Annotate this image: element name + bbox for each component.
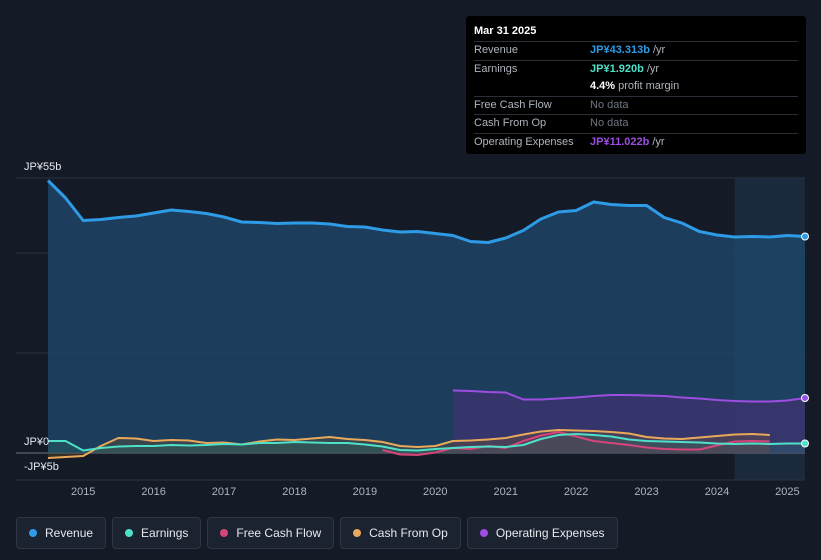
tooltip-row-profit-margin: 4.4% profit margin <box>474 78 798 96</box>
operating-expenses-dot-icon <box>479 529 488 537</box>
cash-from-op-area <box>48 430 770 458</box>
cash-from-op-line[interactable] <box>47 429 770 459</box>
tooltip-value: JP¥1.920b <box>590 62 644 75</box>
tooltip-unit: /yr <box>652 135 665 148</box>
tooltip-row-earnings: Earnings JP¥1.920b /yr <box>474 59 798 79</box>
tooltip-unit: profit margin <box>618 80 680 92</box>
x-tick-label: 2015 <box>71 486 95 498</box>
x-tick-label: 2017 <box>212 486 236 498</box>
x-tick-label: 2023 <box>634 486 658 498</box>
free-cash-flow-line[interactable] <box>382 431 770 456</box>
x-tick-label: 2025 <box>775 486 799 498</box>
series-areas <box>48 180 805 458</box>
x-axis-ticks: 2015 2016 2017 2018 2019 2020 2021 2022 2023 2024… <box>71 486 800 498</box>
legend-label: Revenue <box>45 526 94 540</box>
legend-label: Operating Expenses <box>495 526 605 540</box>
legend-item-free-cash-flow[interactable]: Free Cash Flow <box>207 517 335 549</box>
legend-item-operating-expenses[interactable]: Operating Expenses <box>466 517 618 549</box>
series-lines <box>46 179 806 459</box>
tooltip-row-operating-expenses: Operating Expenses JP¥11.022b /yr <box>474 132 798 152</box>
operating-expenses-line[interactable] <box>452 389 806 403</box>
legend-label: Earnings <box>141 526 189 540</box>
tooltip-value: No data <box>590 98 629 111</box>
tooltip-unit: /yr <box>652 44 666 56</box>
tooltip-label: Earnings <box>474 62 518 75</box>
series-endpoints <box>801 232 809 448</box>
tooltip-label: Cash From Op <box>474 117 547 129</box>
x-tick-label: 2021 <box>493 486 517 498</box>
tooltip-label: Revenue <box>474 44 519 56</box>
legend-item-earnings[interactable]: Earnings <box>112 517 202 549</box>
tooltip-value: JP¥43.313b <box>590 44 650 56</box>
x-tick-label: 2018 <box>282 486 306 498</box>
y-axis-label-zero: JP¥0 <box>24 436 49 448</box>
earnings-area <box>48 434 805 453</box>
legend-item-cash-from-op[interactable]: Cash From Op <box>340 517 461 549</box>
x-tick-label: 2024 <box>705 486 729 498</box>
legend-item-revenue[interactable]: Revenue <box>16 517 107 549</box>
tooltip-date: Mar 31 2025 <box>474 25 537 37</box>
tooltip-row-revenue: Revenue JP¥43.313b /yr <box>474 41 798 60</box>
earnings-dot-icon <box>125 529 134 537</box>
revenue-dot-icon <box>29 529 37 537</box>
tooltip-label: Free Cash Flow <box>474 98 552 111</box>
tooltip-label <box>474 78 590 96</box>
cash-from-op-dot-icon <box>353 529 362 537</box>
revenue-endpoint[interactable] <box>801 232 809 241</box>
legend: Revenue Earnings Free Cash Flow Cash Fro… <box>16 517 618 549</box>
tooltip-label: Operating Expenses <box>474 135 574 148</box>
data-tooltip: Mar 31 2025 Revenue JP¥43.313b /yr Earni… <box>466 16 806 154</box>
revenue-area <box>48 180 805 453</box>
earnings-endpoint[interactable] <box>801 439 809 448</box>
legend-label: Free Cash Flow <box>236 526 322 540</box>
x-tick-label: 2016 <box>141 486 165 498</box>
operating-expenses-area <box>452 390 805 453</box>
earnings-line[interactable] <box>48 433 805 452</box>
operating-expenses-endpoint[interactable] <box>801 394 809 402</box>
tooltip-row-cash-from-op: Cash From Op No data <box>474 114 798 133</box>
x-tick-label: 2020 <box>423 486 447 498</box>
tooltip-value: JP¥11.022b <box>590 135 650 148</box>
free-cash-flow-dot-icon <box>220 529 229 537</box>
x-tick-label: 2022 <box>564 486 588 498</box>
y-axis-label-bottom: -JP¥5b <box>24 461 59 473</box>
tooltip-row-free-cash-flow: Free Cash Flow No data <box>474 95 798 115</box>
y-axis-label-top: JP¥55b <box>24 161 61 173</box>
legend-label: Cash From Op <box>369 526 448 540</box>
tooltip-unit: /yr <box>646 62 660 75</box>
tooltip-value: No data <box>590 117 629 129</box>
revenue-line[interactable] <box>46 179 806 244</box>
tooltip-value: 4.4% <box>590 80 616 92</box>
x-tick-label: 2019 <box>353 486 377 498</box>
